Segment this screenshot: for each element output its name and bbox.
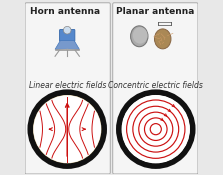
Ellipse shape xyxy=(131,26,148,47)
Text: Concentric electric fields: Concentric electric fields xyxy=(108,81,203,90)
Circle shape xyxy=(30,92,104,166)
Ellipse shape xyxy=(133,27,148,44)
Circle shape xyxy=(122,95,190,163)
FancyBboxPatch shape xyxy=(60,30,75,41)
Polygon shape xyxy=(55,41,79,49)
Circle shape xyxy=(119,92,193,166)
Text: Planar antenna: Planar antenna xyxy=(116,7,194,16)
Text: Horn antenna: Horn antenna xyxy=(30,7,100,16)
FancyBboxPatch shape xyxy=(25,3,110,174)
Text: Linear electric fields: Linear electric fields xyxy=(29,81,106,90)
FancyBboxPatch shape xyxy=(113,3,198,174)
Circle shape xyxy=(63,26,71,34)
Ellipse shape xyxy=(155,29,171,49)
Circle shape xyxy=(33,95,101,163)
